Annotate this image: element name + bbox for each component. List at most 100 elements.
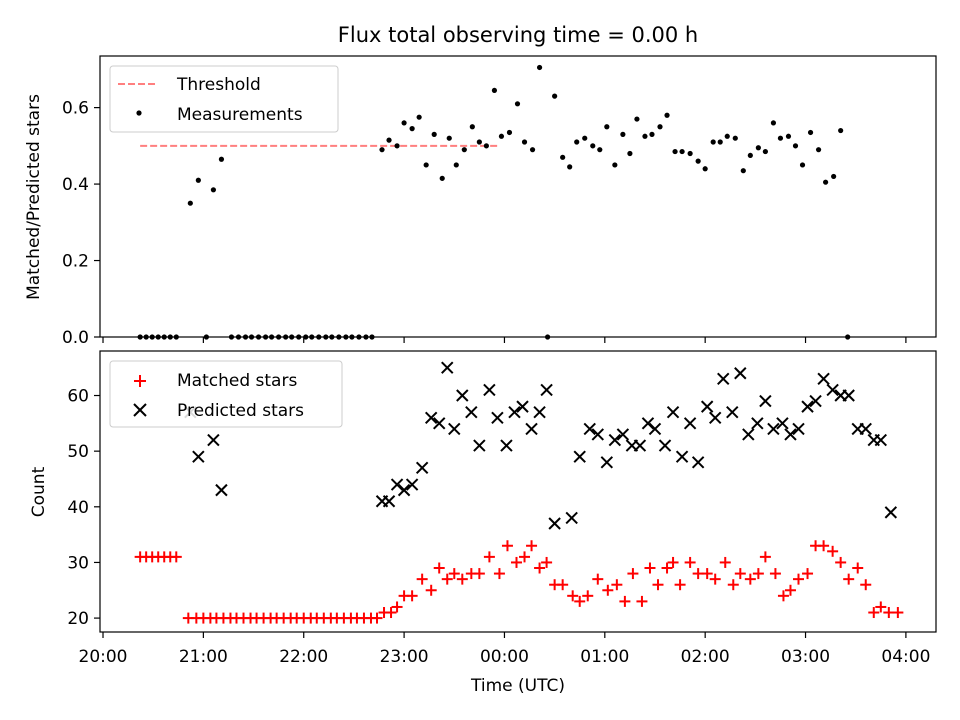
measurement-point [567,164,573,170]
matched-star-point [416,573,428,585]
predicted-star-point [548,517,561,530]
matched-star-point [684,556,696,568]
bottom-y-tick-label: 40 [67,498,89,518]
measurement-point [453,162,459,168]
bottom-y-tick-label: 60 [67,387,89,407]
matched-star-point [483,551,495,563]
x-tick-label: 20:00 [79,647,128,667]
measurement-point [498,133,505,139]
measurement-point [740,168,746,174]
predicted-star-point [215,483,228,497]
measurement-point [664,112,670,118]
measurement-point [702,166,708,172]
matched-star-point [441,573,453,585]
top-x-axis-ticks [102,337,907,343]
matched-star-point [574,595,586,607]
measurement-point [423,162,429,168]
predicted-star-point [473,439,486,452]
predicted-star-point [792,422,805,436]
top-y-tick-label: 0.4 [62,175,89,195]
predicted-star-point [776,417,789,430]
measurement-point [620,131,626,137]
predicted-star-point [884,506,898,519]
top-y-axis: 0.0 0.2 0.4 0.6 [62,99,100,348]
matched-star-point [892,607,904,619]
measurement-point [597,147,603,153]
measurement-point [649,131,655,137]
matched-star-point [744,573,756,585]
measurement-point [394,143,400,149]
measurement-point [695,158,701,164]
matched-star-point [371,612,383,624]
predicted-star-point [525,422,538,436]
predicted-star-point [809,394,822,408]
predicted-star-point [382,495,396,508]
predicted-star-point [751,417,764,430]
measurement-point [710,139,716,145]
measurement-point [210,187,217,193]
predicted-star-point [397,483,411,497]
top-y-tick-label: 0.0 [62,328,89,348]
top-axes-frame [99,55,937,338]
matched-star-point [448,568,460,580]
predicted-star-point [207,433,220,447]
measurement-point [401,120,407,126]
predicted-star-point [483,383,496,397]
predicted-star-point [709,411,722,424]
predicted-star-point [648,422,662,436]
matched-star-point [519,551,531,563]
legend-predicted-label: Predicted stars [177,401,304,421]
predicted-star-point [583,422,596,436]
matched-star-point [759,551,771,563]
matched-star-point [802,568,814,580]
measurement-point [755,145,761,151]
legend-threshold-label: Threshold [176,75,261,95]
x-tick-label: 00:00 [480,647,529,667]
predicted-star-point [742,428,755,441]
matched-star-point [406,590,418,602]
predicted-star-point [448,422,461,436]
predicted-star-point [826,383,839,397]
predicted-star-point [859,422,872,436]
predicted-star-point [717,372,730,386]
matched-star-point [777,590,789,602]
matched-star-point [843,573,855,585]
matched-star-point [541,556,553,568]
measurement-point [612,162,618,168]
matched-star-point [701,568,713,580]
x-tick-label: 22:00 [279,647,328,667]
measurement-point [590,143,596,149]
predicted-star-point [591,428,604,441]
x-tick-label: 01:00 [580,647,629,667]
predicted-star-point [424,411,438,424]
predicted-star-point [465,406,478,419]
predicted-star-point [608,433,622,447]
matched-star-point [652,579,664,591]
measurement-point [506,129,513,136]
bottom-legend-box [109,360,343,428]
measurement-point [732,135,738,141]
matched-star-point [727,579,739,591]
matched-star-point [709,573,721,585]
matched-star-point [719,556,731,568]
matched-star-point [875,601,887,613]
measurement-point [446,135,452,141]
predicted-star-point [666,406,680,419]
measurement-point [409,126,415,132]
measurement-point [792,143,799,149]
measurement-point [582,135,588,141]
bottom-panel: 20 30 40 50 60 20:00 21:00 22:00 23:00 00:00 01:0… [29,350,937,696]
predicted-star-point [516,400,529,413]
matched-star-point [734,568,746,580]
measurement-point [687,150,693,157]
matched-star-point [526,540,538,552]
measurement-point [552,93,558,99]
predicted-star-point [491,411,504,424]
measurement-point [491,87,498,94]
matched-star-point [636,595,648,607]
predicted-star-point [767,422,780,436]
predicted-star-point [415,461,429,475]
x-tick-label: 04:00 [881,647,930,667]
x-tick-label: 02:00 [681,647,730,667]
